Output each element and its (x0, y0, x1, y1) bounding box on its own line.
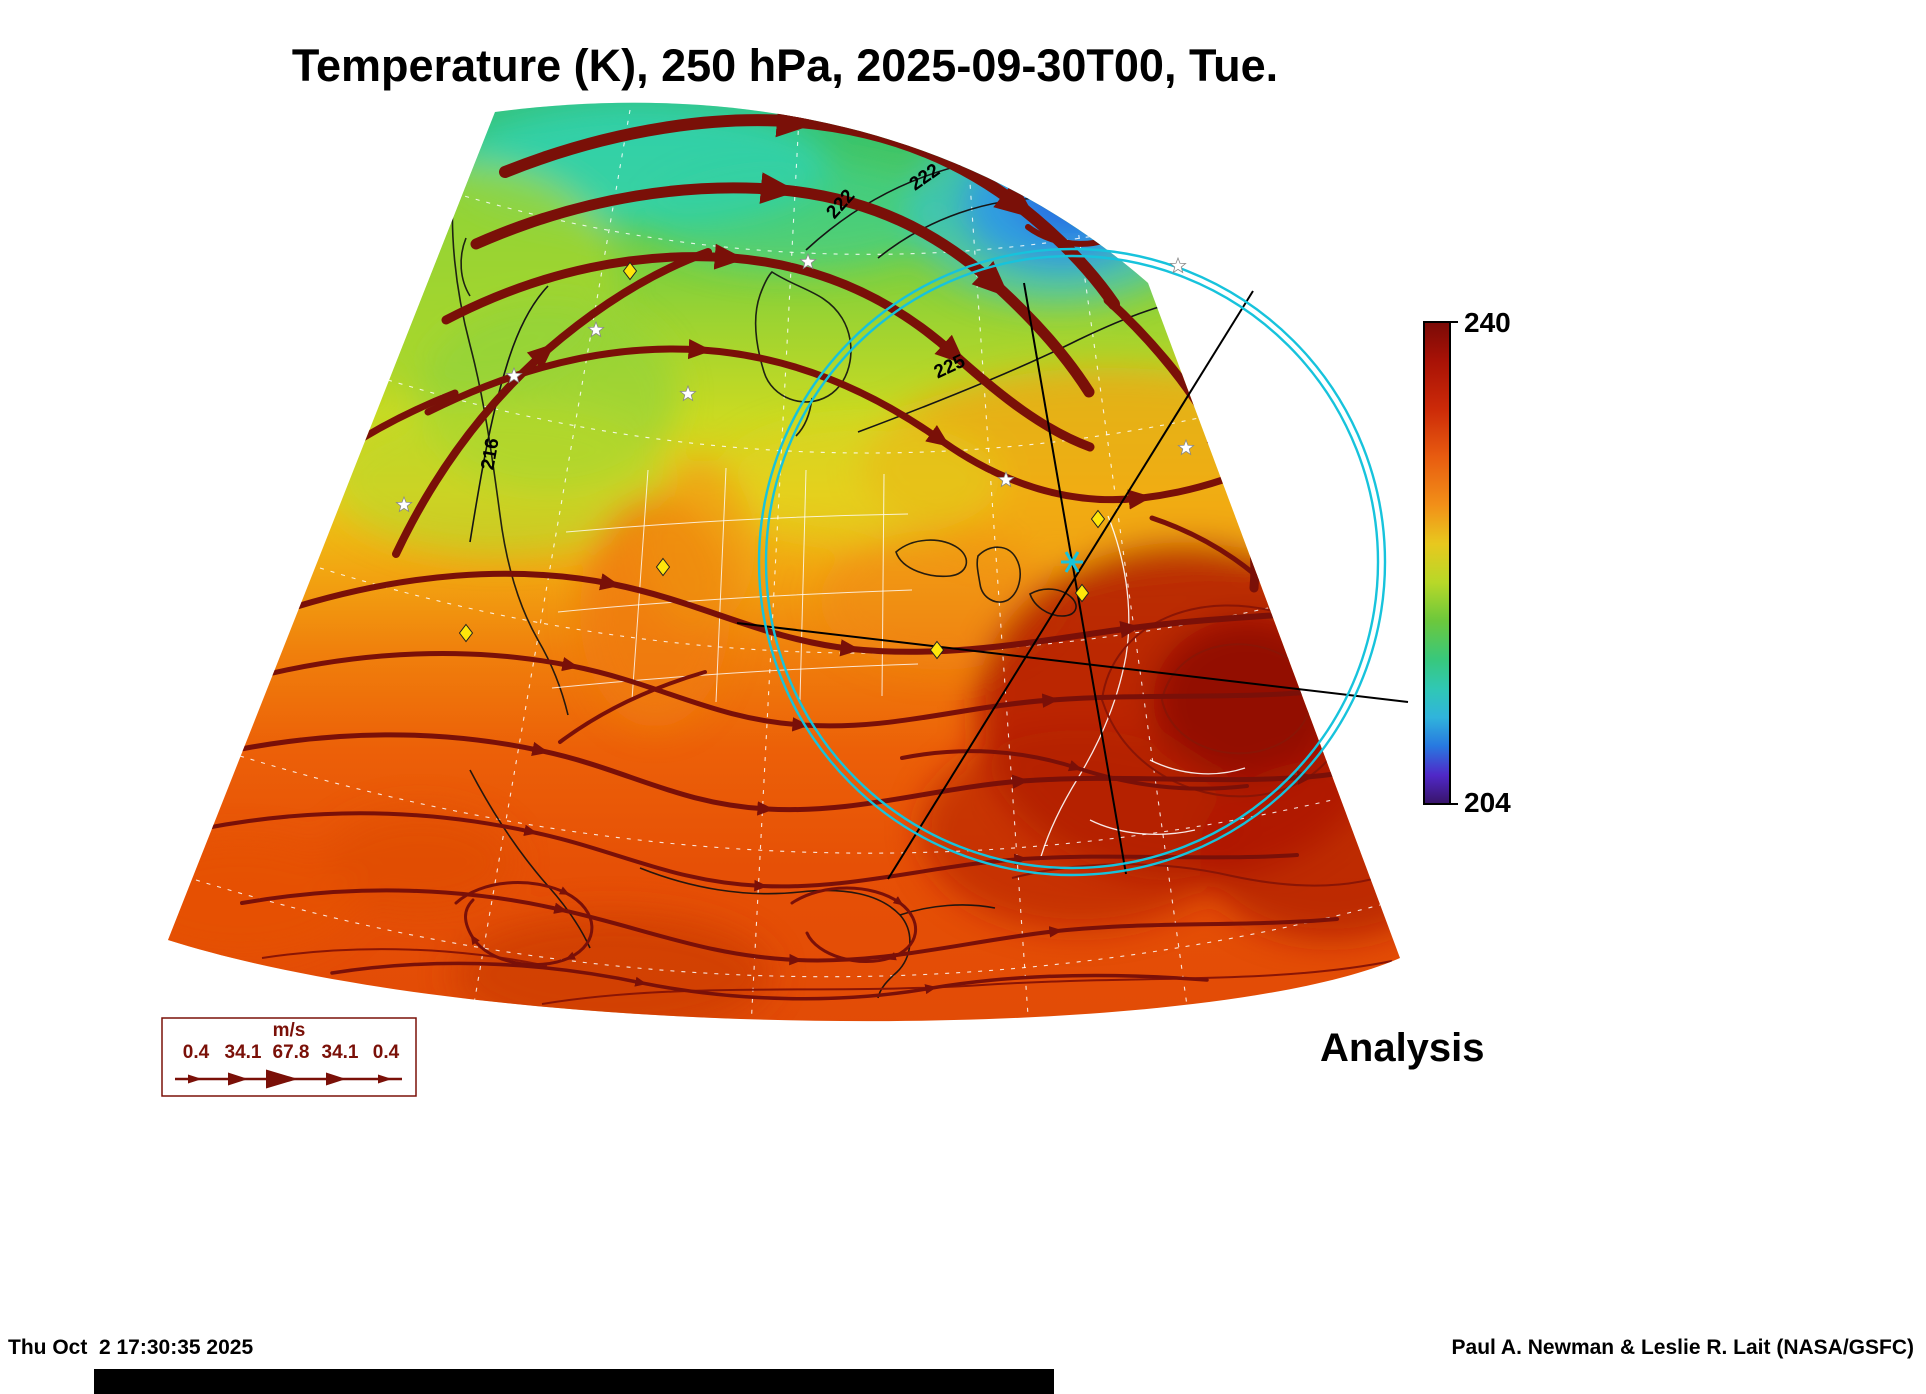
wind-legend-box (161, 1017, 417, 1097)
latitude-line (239, 755, 1333, 854)
state-border (565, 513, 909, 533)
coastline-west-coast (451, 171, 569, 716)
streamline (289, 570, 1375, 657)
temp-blob (168, 840, 360, 960)
coastline (1089, 819, 1196, 835)
streamline (240, 888, 1339, 966)
credit-text: Paul A. Newman & Leslie R. Lait (NASA/GS… (1451, 1336, 1914, 1359)
contour-line (261, 948, 548, 967)
temp-blob (325, 810, 515, 914)
streamline (330, 961, 1209, 1001)
temp-blob (645, 460, 755, 630)
streamline-eddy (454, 881, 594, 966)
streamline (558, 670, 707, 744)
range-circle-outer (757, 247, 1387, 877)
wind-legend-value: 34.1 (225, 1042, 262, 1063)
longitude-line (963, 102, 1031, 1022)
latitude-line (195, 879, 1381, 978)
crosshair-line (887, 290, 1254, 880)
range-circle-group (736, 247, 1409, 880)
wind-legend-value: 0.4 (183, 1042, 210, 1063)
bottom-bar (94, 1369, 1054, 1394)
streamline (470, 172, 1095, 398)
center-star-icon (1061, 551, 1083, 573)
page-title: Temperature (K), 250 hPa, 2025-09-30T00,… (291, 40, 1279, 91)
map-area (168, 102, 1400, 1022)
contour-line (1011, 863, 1400, 887)
colorbar-max-label: 240 (1464, 307, 1511, 338)
streamline (392, 248, 712, 558)
colorbar: 240 204 (1423, 307, 1511, 818)
wind-legend-units: m/s (273, 1020, 306, 1041)
coastline-lake (895, 539, 968, 578)
streamline (424, 339, 1334, 510)
longitude-line (1064, 136, 1191, 1022)
coastline-island (460, 237, 471, 297)
wind-legend-value: 0.4 (373, 1042, 400, 1063)
streamline (204, 811, 1299, 892)
temp-blob (452, 913, 772, 1022)
crosshair-line (736, 622, 1409, 703)
streamline (900, 749, 1249, 791)
wind-legend-value: 34.1 (322, 1042, 359, 1063)
longitude-line (749, 102, 801, 1022)
temp-blob (908, 115, 1208, 305)
colorbar-min-label: 204 (1464, 787, 1511, 818)
generation-timestamp: Thu Oct 2 17:30:35 2025 (8, 1336, 254, 1359)
streamline (249, 651, 1335, 732)
range-circle-inner (764, 254, 1380, 870)
wind-legend-value: 67.8 (273, 1042, 310, 1063)
analysis-label: Analysis (1320, 1026, 1485, 1070)
crosshair-line (1023, 282, 1127, 875)
wind-legend-arrow-glyph (175, 1069, 402, 1089)
wind-speed-legend: m/s 0.4 34.1 67.8 34.1 0.4 (161, 1017, 417, 1097)
streamline-eddy (790, 886, 917, 963)
colorbar-gradient (1423, 321, 1451, 805)
